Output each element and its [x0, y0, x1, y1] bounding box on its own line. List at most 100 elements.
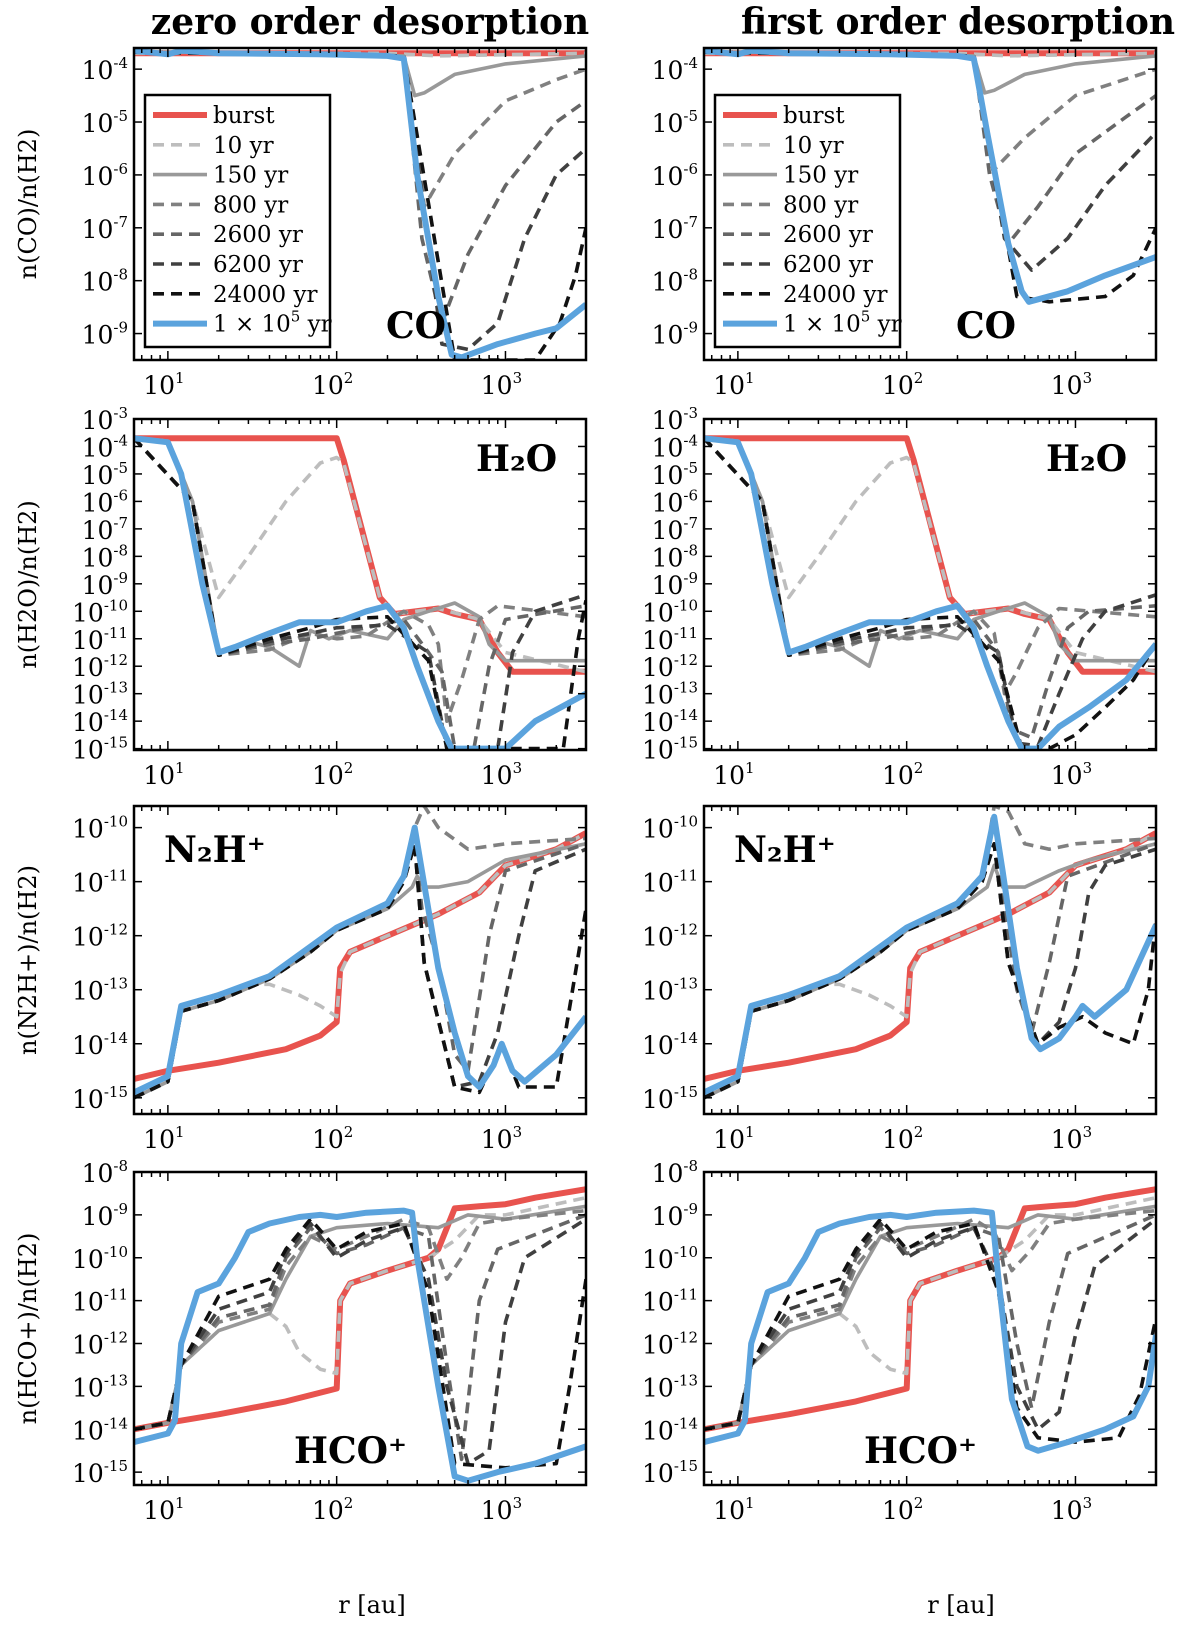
series-line-6200-yr: [134, 50, 586, 352]
x-tick-label: 101: [713, 759, 754, 790]
y-tick-label: 10-12: [642, 651, 698, 682]
y-tick-label: 10-11: [72, 867, 128, 898]
legend-label: 150 yr: [213, 163, 288, 189]
y-tick-label: 10-14: [72, 706, 128, 737]
series-line-6200-yr: [704, 1217, 1156, 1432]
column-title-zero-order: zero order desorption: [151, 1, 589, 43]
series-line-24000-yr: [134, 842, 586, 1100]
y-tick-label: 10-9: [82, 569, 128, 600]
y-tick-label: 10-11: [72, 1286, 128, 1317]
x-tick-label: 102: [882, 759, 923, 790]
y-tick-label: 10-14: [642, 706, 698, 737]
y-tick-label: 10-7: [652, 514, 698, 545]
axes-frame: [132, 804, 588, 1116]
series-line-800-yr: [704, 1208, 1156, 1432]
series-line-150-yr: [134, 50, 586, 98]
series-line-800-yr: [704, 436, 1156, 696]
y-tick-label: 10-5: [82, 107, 128, 138]
y-tick-label: 10-12: [72, 921, 128, 952]
y-tick-label: 10-15: [72, 734, 128, 765]
series-line-10-yr: [134, 1195, 586, 1432]
series-line-2600-yr: [704, 842, 1156, 1100]
y-tick-label: 10-8: [82, 266, 128, 297]
y-tick-label: 10-14: [72, 1029, 128, 1060]
series-line-150-yr: [704, 50, 1156, 95]
series-line-24000-yr: [704, 842, 1156, 1100]
y-tick-label: 10-9: [652, 1200, 698, 1231]
series-line-800-yr: [134, 50, 586, 209]
x-tick-label: 102: [882, 1494, 923, 1525]
species-label: HCO⁺: [864, 1430, 977, 1472]
y-tick-label: 10-6: [82, 160, 128, 191]
y-tick-label: 10-6: [652, 486, 698, 517]
y-tick-label: 10-15: [72, 1457, 128, 1488]
y-tick-label: 10-6: [82, 486, 128, 517]
x-tick-label: 101: [143, 759, 184, 790]
y-tick-label: 10-9: [82, 319, 128, 350]
y-tick-label: 10-8: [652, 1157, 698, 1188]
y-tick-label: 10-13: [72, 679, 128, 710]
y-tick-label: 10-15: [642, 734, 698, 765]
y-tick-label: 10-12: [642, 921, 698, 952]
y-tick-label: 10-10: [72, 1243, 128, 1274]
legend-label: 1 × 105 yr: [213, 308, 332, 338]
axes-frame: [132, 46, 588, 362]
panel-zero-N2H: 101 102 103 10-10 10-11 10-12 10-13 10-14 10-15 n…: [14, 804, 588, 1154]
series-group: [704, 435, 1156, 750]
legend-label: 800 yr: [783, 192, 858, 218]
series-line-10-yr: [134, 831, 586, 1100]
y-tick-label: 10-8: [652, 266, 698, 297]
y-tick-label: 10-11: [642, 1286, 698, 1317]
series-line-6200-yr: [704, 50, 1156, 272]
y-tick-label: 10-11: [72, 624, 128, 655]
y-tick-label: 10-4: [82, 54, 128, 85]
x-tick-label: 103: [481, 1123, 522, 1154]
y-tick-label: 10-5: [652, 459, 698, 490]
y-tick-label: 10-3: [652, 404, 698, 435]
legend-label: 10 yr: [213, 133, 274, 159]
species-label: CO: [956, 305, 1016, 347]
y-tick-label: 10-15: [72, 1083, 128, 1114]
panel-zero-CO: 101 102 103 10-4 10-5 10-6 10-7 10-8 10-9 n(CO)/n…: [14, 46, 588, 400]
panel-zero-H2O: 101 102 10310-310-410-510-610-710-810-910-…: [14, 404, 588, 790]
series-group: [134, 1186, 586, 1484]
species-label: N₂H⁺: [164, 829, 266, 871]
series-line-800-yr: [134, 1208, 586, 1432]
series-group: [704, 48, 1156, 305]
y-tick-label: 10-13: [642, 1371, 698, 1402]
legend-label: 1 × 105 yr: [783, 308, 902, 338]
y-tick-label: 10-15: [642, 1083, 698, 1114]
y-tick-label: 10-13: [72, 975, 128, 1006]
series-line-1-10-5-yr: [704, 435, 1156, 750]
panel-first-CO: 101 102 103 10-4 10-5 10-6 10-7 10-8 10-9 CO burst…: [652, 46, 1158, 400]
column-title-first-order: first order desorption: [741, 1, 1175, 43]
panels: 101 102 10310-410-510-610-710-810-9n(CO)/n…: [14, 46, 1158, 1525]
legend-label: 6200 yr: [783, 252, 873, 278]
series-line-1-10-5-yr: [134, 1207, 586, 1484]
x-tick-label: 101: [143, 369, 184, 400]
y-tick-label: 10-10: [642, 1243, 698, 1274]
x-tick-label: 103: [1051, 1494, 1092, 1525]
series-line-1-10-5-yr: [704, 813, 1156, 1096]
series-line-2600-yr: [134, 50, 586, 325]
legend-box: [713, 93, 902, 349]
series-line-2600-yr: [134, 842, 586, 1100]
y-tick-label: 10-9: [82, 1200, 128, 1231]
y-tick-label: 10-6: [652, 160, 698, 191]
y-tick-label: 10-3: [82, 404, 128, 435]
legend-label: 800 yr: [213, 192, 288, 218]
y-tick-label: 10-15: [642, 1457, 698, 1488]
x-tick-label: 102: [882, 369, 923, 400]
panel-first-HCO: 101 102 103 10-8 10-9 10-10 10-11 10-12 10-13 10-…: [642, 1157, 1158, 1525]
legend-label: 2600 yr: [783, 222, 873, 248]
species-label: H₂O: [476, 438, 557, 480]
series-line-10-yr: [704, 436, 1156, 674]
legend-label: burst: [783, 103, 845, 129]
y-tick-label: 10-8: [82, 1157, 128, 1188]
legend-label: 2600 yr: [213, 222, 303, 248]
series-line-10-yr: [134, 436, 586, 674]
x-axis-label-right: r [au]: [927, 1591, 995, 1619]
x-axis-label-left: r [au]: [338, 1591, 406, 1619]
series-group: [134, 435, 586, 750]
y-tick-label: 10-8: [652, 541, 698, 572]
